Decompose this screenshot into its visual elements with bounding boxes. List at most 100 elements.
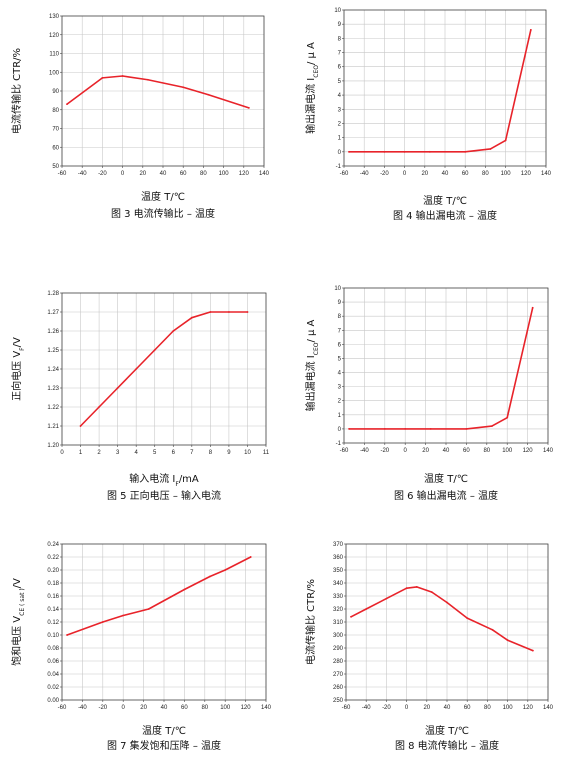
data-point (430, 591, 433, 593)
data-point (403, 150, 406, 153)
x-tick-label: -20 (98, 705, 107, 711)
x-tick-label: 40 (442, 171, 449, 177)
y-tick-label: 1.23 (47, 386, 59, 392)
y-tick-label: 0.22 (47, 555, 59, 561)
y-tick-label: 5 (338, 79, 342, 85)
x-tick-label: 80 (482, 171, 489, 177)
x-tick-label: 100 (503, 705, 514, 711)
y-tick-label: 300 (333, 633, 344, 639)
data-point (491, 425, 493, 427)
x-tick-label: 0 (60, 450, 64, 456)
y-tick-label: 7 (338, 328, 342, 334)
x-tick-label: 40 (161, 705, 168, 711)
y-tick-label: 120 (49, 33, 60, 39)
data-point (428, 150, 431, 153)
data-point (122, 614, 125, 617)
chart-panel-1: 50 60 70 80 90 100 110 120 130 -60 -40 -20 0 20 40 60 80… (10, 14, 270, 220)
chart-panel-2: -1 0 1 2 3 4 5 6 7 8 9 10 -60 -40 -20 0 20 40 60 80 100 120 14… (304, 8, 552, 222)
x-tick-label: 100 (501, 171, 512, 177)
y-tick-label: 0.00 (47, 698, 59, 704)
y-tick-label: 1.21 (47, 424, 59, 430)
x-tick-label: -60 (340, 448, 349, 454)
y-tick-label: 1.26 (47, 329, 59, 335)
chart-panel-6: 250 260 270 280 290 300 310 320 330 340 350 360 370 -… (304, 542, 554, 752)
x-tick-label: 0 (404, 448, 408, 454)
y-tick-label: 2 (338, 121, 342, 127)
data-point (101, 621, 104, 623)
y-tick-label: 0.04 (47, 672, 59, 678)
y-tick-label: 0.24 (47, 542, 59, 548)
x-tick-label: 120 (241, 705, 252, 711)
x-tick-label: 120 (521, 171, 532, 177)
data-point (146, 78, 149, 81)
x-tick-label: -20 (380, 448, 389, 454)
data-point (348, 150, 350, 153)
y-axis-label: 正向电压 VF/V (10, 337, 26, 401)
data-point (465, 428, 468, 430)
y-tick-label: 1.27 (47, 310, 59, 316)
data-point (190, 316, 193, 319)
y-tick-label: 360 (333, 555, 344, 561)
y-tick-label: 6 (338, 342, 342, 348)
chart-panel-3: 1.20 1.21 1.22 1.23 1.24 1.25 1.26 1.27 1.28 0 1 2 3… (10, 291, 270, 502)
x-tick-label: 3 (116, 450, 120, 456)
data-point (207, 93, 210, 96)
x-tick-label: -40 (78, 171, 87, 177)
y-tick-label: 70 (52, 127, 59, 133)
y-tick-label: 8 (338, 36, 342, 42)
y-tick-label: 4 (338, 93, 342, 99)
y-tick-label: 0 (338, 427, 342, 433)
data-point (246, 311, 249, 313)
data-point (506, 416, 509, 419)
y-tick-label: 6 (338, 65, 342, 71)
data-point (405, 587, 408, 590)
x-tick-label: -20 (382, 705, 391, 711)
y-tick-label: 7 (338, 51, 342, 57)
data-point (466, 617, 469, 619)
x-tick-label: 9 (227, 450, 231, 456)
x-tick-label: 80 (483, 448, 490, 454)
y-tick-label: 0.06 (47, 659, 59, 665)
y-tick-label: 260 (333, 685, 344, 691)
x-tick-label: 40 (160, 171, 167, 177)
y-tick-label: 10 (334, 286, 341, 292)
y-tick-label: 1.20 (47, 443, 59, 449)
data-point (182, 86, 185, 89)
x-tick-label: 5 (153, 450, 157, 456)
x-tick-label: 1 (79, 450, 83, 456)
y-tick-label: 4 (338, 371, 342, 377)
data-point (504, 139, 507, 142)
data-point (464, 150, 467, 153)
y-tick-label: 1 (338, 413, 342, 419)
x-tick-label: 140 (541, 171, 552, 177)
x-tick-label: 20 (421, 171, 428, 177)
y-tick-label: -1 (336, 164, 342, 170)
x-tick-label: 140 (543, 448, 554, 454)
series-line (348, 29, 532, 153)
x-tick-label: 80 (484, 705, 491, 711)
x-tick-label: 10 (244, 450, 251, 456)
data-point (135, 368, 138, 370)
y-axis-label: 输出漏电流 ICEO/ μ A (304, 319, 320, 411)
x-axis-label: 温度 T/℃ (423, 194, 467, 207)
data-point (66, 634, 68, 636)
x-tick-label: 40 (443, 448, 450, 454)
x-tick-label: 100 (502, 448, 513, 454)
data-point (446, 601, 448, 604)
data-point (529, 28, 532, 31)
data-point (209, 311, 212, 313)
x-tick-label: 7 (190, 450, 194, 456)
figure-caption: 图 6 输出漏电流 – 温度 (394, 489, 498, 502)
y-tick-label: 3 (338, 107, 342, 113)
figure-caption: 图 3 电流传输比 – 温度 (111, 207, 215, 220)
x-tick-label: -60 (58, 705, 67, 711)
y-tick-label: 1.25 (47, 348, 59, 354)
y-tick-label: 1 (338, 136, 342, 142)
y-tick-label: 110 (49, 52, 59, 58)
data-point (489, 148, 492, 150)
y-tick-label: 1.24 (47, 367, 59, 373)
data-point (121, 75, 124, 77)
y-tick-label: 250 (333, 698, 344, 704)
y-tick-label: 330 (333, 594, 344, 600)
